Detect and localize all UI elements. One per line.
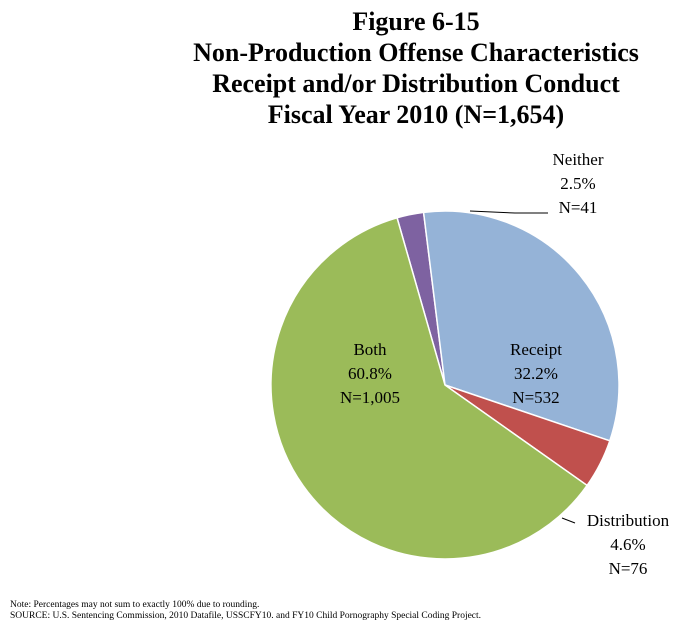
- leader-line-neither: [469, 210, 548, 214]
- slice-label-receipt-name: Receipt: [510, 340, 562, 359]
- slice-label-distribution-n-label: N=76: [609, 559, 648, 578]
- slice-label-neither-percent-label: 2.5%: [560, 174, 595, 193]
- pie-slice-both: [270, 216, 589, 560]
- source-note: SOURCE: U.S. Sentencing Commission, 2010…: [10, 611, 482, 621]
- slice-label-distribution-percent-label: 4.6%: [610, 535, 645, 554]
- pie-chart: Neither 2.5% N=41 Receipt 32.2% N=532 Distribu…: [270, 150, 670, 578]
- title-line-4: Fiscal Year 2010 (N=1,654): [267, 100, 565, 129]
- slice-label-neither-name: Neither: [553, 150, 604, 169]
- title-line-1: Figure 6-15: [352, 7, 480, 36]
- slice-label-both-name: Both: [353, 340, 387, 359]
- leader-line-distribution: [561, 517, 576, 524]
- slice-label-both-n-label: N=1,005: [340, 388, 400, 407]
- title-line-3: Receipt and/or Distribution Conduct: [212, 69, 620, 98]
- pie-slice-receipt: [422, 210, 620, 442]
- rounding-note: Note: Percentages may not sum to exactly…: [10, 600, 260, 610]
- title-line-2: Non-Production Offense Characteristics: [193, 38, 639, 67]
- slice-label-distribution-name: Distribution: [587, 511, 670, 530]
- slice-label-receipt-n-label: N=532: [512, 388, 559, 407]
- slice-label-both-percent-label: 60.8%: [348, 364, 392, 383]
- slice-label-neither-n-label: N=41: [559, 198, 598, 217]
- chart-notes: Note: Percentages may not sum to exactly…: [10, 600, 481, 622]
- slice-label-receipt-percent-label: 32.2%: [514, 364, 558, 383]
- chart-title: Figure 6-15 Non-Production Offense Chara…: [150, 6, 682, 130]
